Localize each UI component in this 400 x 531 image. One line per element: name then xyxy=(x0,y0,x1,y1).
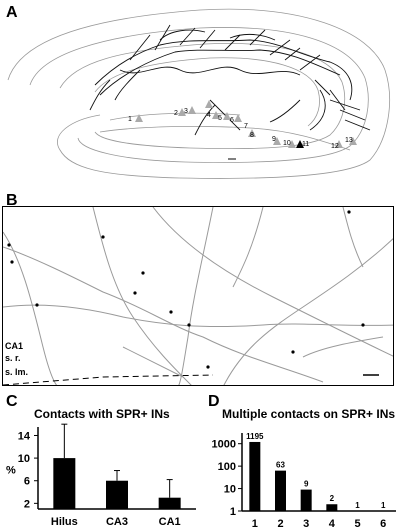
cell-label: 2 xyxy=(174,110,178,117)
x-tick-label: 3 xyxy=(303,518,309,530)
cell-label: 5 xyxy=(218,115,222,122)
y-tick-label: 10 xyxy=(18,453,30,465)
chart-d: 1 10 100 1000 1195 1 63 2 9 3 2 4 1 5 1 6 xyxy=(212,432,396,530)
x-tick-label: 6 xyxy=(380,518,386,530)
data-label: 1 xyxy=(381,501,386,510)
cell-label: 4 xyxy=(207,112,211,119)
panel-b: B xyxy=(0,192,400,392)
cell-label: 8 xyxy=(250,132,254,139)
bar xyxy=(53,458,76,509)
x-tick-label: 4 xyxy=(329,518,336,530)
y-tick-label: 6 xyxy=(24,476,30,488)
cell-label: 10 xyxy=(283,140,291,147)
data-label: 2 xyxy=(330,494,335,503)
cell-label: 6 xyxy=(230,117,234,124)
x-tick-label: CA1 xyxy=(159,516,181,528)
y-tick-label: 100 xyxy=(218,461,236,473)
cell-label: 9 xyxy=(272,136,276,143)
bar xyxy=(106,480,128,509)
y-axis-label: % xyxy=(6,464,16,476)
micrograph-frame: CA1 s. r. s. lm. xyxy=(2,206,394,386)
y-tick-label: 1000 xyxy=(212,439,236,451)
panel-a-label: A xyxy=(6,4,18,21)
cell-label: 3 xyxy=(184,108,188,115)
hippocampus-tracing: 1 2 3 4 5 6 7 8 9 10 11 12 13 xyxy=(7,8,390,179)
x-tick-label: 2 xyxy=(277,518,283,530)
axon-micrograph xyxy=(3,207,393,385)
x-tick-label: 1 xyxy=(252,518,258,530)
cell-label: 1 xyxy=(128,116,132,123)
panel-c-label: C xyxy=(6,393,18,410)
x-tick-label: CA3 xyxy=(106,516,128,528)
chart-c-title: Contacts with SPR+ INs xyxy=(34,407,170,421)
bar xyxy=(275,470,286,511)
cell-label: 7 xyxy=(244,123,248,130)
x-tick-label: Hilus xyxy=(51,516,78,528)
data-label: 1 xyxy=(355,501,360,510)
y-tick-label: 2 xyxy=(24,498,30,510)
chart-d-title: Multiple contacts on SPR+ INs xyxy=(222,407,396,421)
bar xyxy=(158,497,181,509)
layer-label-sr: s. r. xyxy=(5,353,21,363)
data-label: 9 xyxy=(304,480,309,489)
panel-d-label: D xyxy=(208,393,220,410)
region-label: CA1 xyxy=(5,341,24,351)
chart-c: 2 6 10 14% Hilus CA3 CA1 xyxy=(6,423,196,528)
layer-label-slm: s. lm. xyxy=(5,367,29,377)
panel-a: A xyxy=(0,0,400,185)
y-tick-label: 1 xyxy=(230,506,236,518)
panel-b-label: B xyxy=(6,192,18,209)
cell-label: 12 xyxy=(331,143,339,150)
bar xyxy=(326,504,338,511)
bar xyxy=(249,441,261,511)
data-label: 63 xyxy=(276,461,285,470)
y-tick-label: 10 xyxy=(224,484,236,496)
y-tick-label: 14 xyxy=(18,430,31,442)
bar xyxy=(300,489,312,511)
cell-label: 11 xyxy=(302,141,309,148)
data-label: 1195 xyxy=(246,432,264,441)
cell-label: 13 xyxy=(345,137,353,144)
x-tick-label: 5 xyxy=(354,518,360,530)
